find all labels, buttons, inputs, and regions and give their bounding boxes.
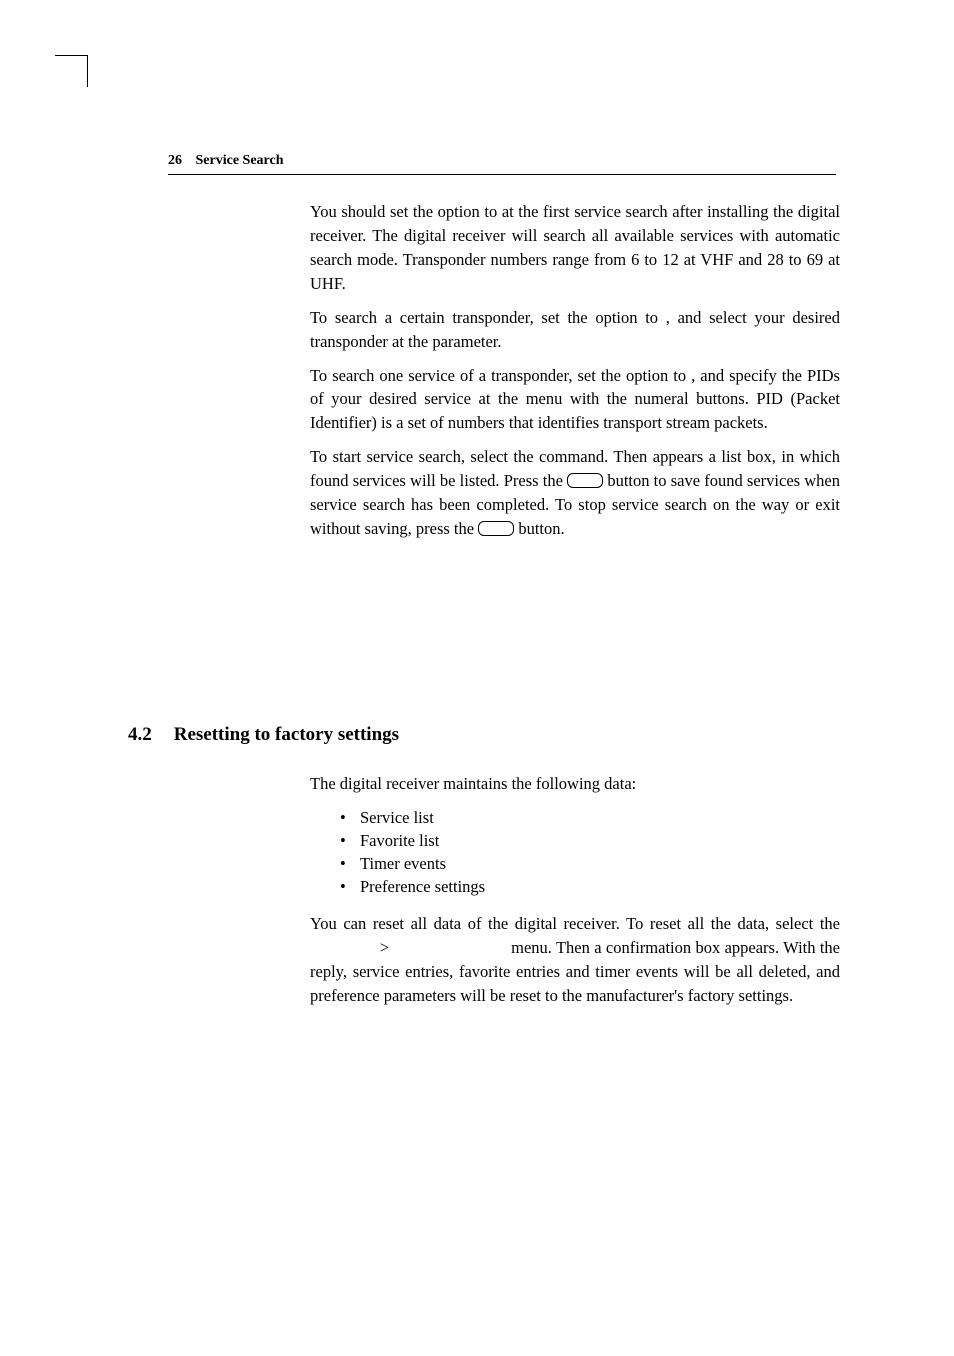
list-item: Favorite list bbox=[340, 829, 840, 852]
crop-mark bbox=[87, 55, 88, 87]
text: You should set the bbox=[310, 202, 438, 221]
section-number: 4.2 bbox=[128, 724, 152, 746]
text: Service list bbox=[360, 808, 434, 827]
text: button. bbox=[514, 519, 564, 538]
text: The digital receiver maintains the follo… bbox=[310, 774, 636, 793]
crop-mark bbox=[55, 55, 87, 56]
text: parameter. bbox=[432, 332, 501, 351]
section-title: Resetting to factory settings bbox=[174, 724, 399, 746]
paragraph-5: The digital receiver maintains the follo… bbox=[310, 772, 840, 796]
paragraph-3: To search one service of a transponder, … bbox=[310, 364, 840, 436]
list-item: Timer events bbox=[340, 852, 840, 875]
breadcrumb-separator: > bbox=[380, 938, 389, 957]
paragraph-6: You can reset all data of the digital re… bbox=[310, 912, 840, 1008]
text: option to bbox=[626, 366, 691, 385]
text: menu. Then a confirmation box appears. W… bbox=[507, 938, 840, 957]
paragraph-4: To start service search, select the comm… bbox=[310, 445, 840, 541]
text: Preference settings bbox=[360, 877, 485, 896]
main-content-upper: You should set the option to at the firs… bbox=[310, 200, 840, 551]
button-icon bbox=[478, 521, 514, 536]
bullet-list: Service list Favorite list Timer events … bbox=[340, 806, 840, 898]
text: option to bbox=[438, 202, 502, 221]
page-header: 26 Service Search bbox=[168, 153, 836, 175]
text: To search one service of a transponder, … bbox=[310, 366, 626, 385]
text: reply, service entries, favorite entries… bbox=[310, 962, 840, 1005]
list-item: Service list bbox=[340, 806, 840, 829]
main-content-lower: The digital receiver maintains the follo… bbox=[310, 772, 840, 1018]
section-heading-4-2: 4.2 Resetting to factory settings bbox=[128, 724, 840, 746]
button-icon bbox=[567, 473, 603, 488]
paragraph-2: To search a certain transponder, set the… bbox=[310, 306, 840, 354]
text: Timer events bbox=[360, 854, 446, 873]
list-item: Preference settings bbox=[340, 875, 840, 898]
header-title: Service Search bbox=[196, 153, 284, 168]
text: You can reset all data of the digital re… bbox=[310, 914, 840, 933]
page-number: 26 bbox=[168, 153, 182, 168]
text: option to bbox=[595, 308, 665, 327]
text: To search a certain transponder, set the bbox=[310, 308, 595, 327]
paragraph-1: You should set the option to at the firs… bbox=[310, 200, 840, 296]
text: To start service search, select the bbox=[310, 447, 539, 466]
text: Favorite list bbox=[360, 831, 439, 850]
